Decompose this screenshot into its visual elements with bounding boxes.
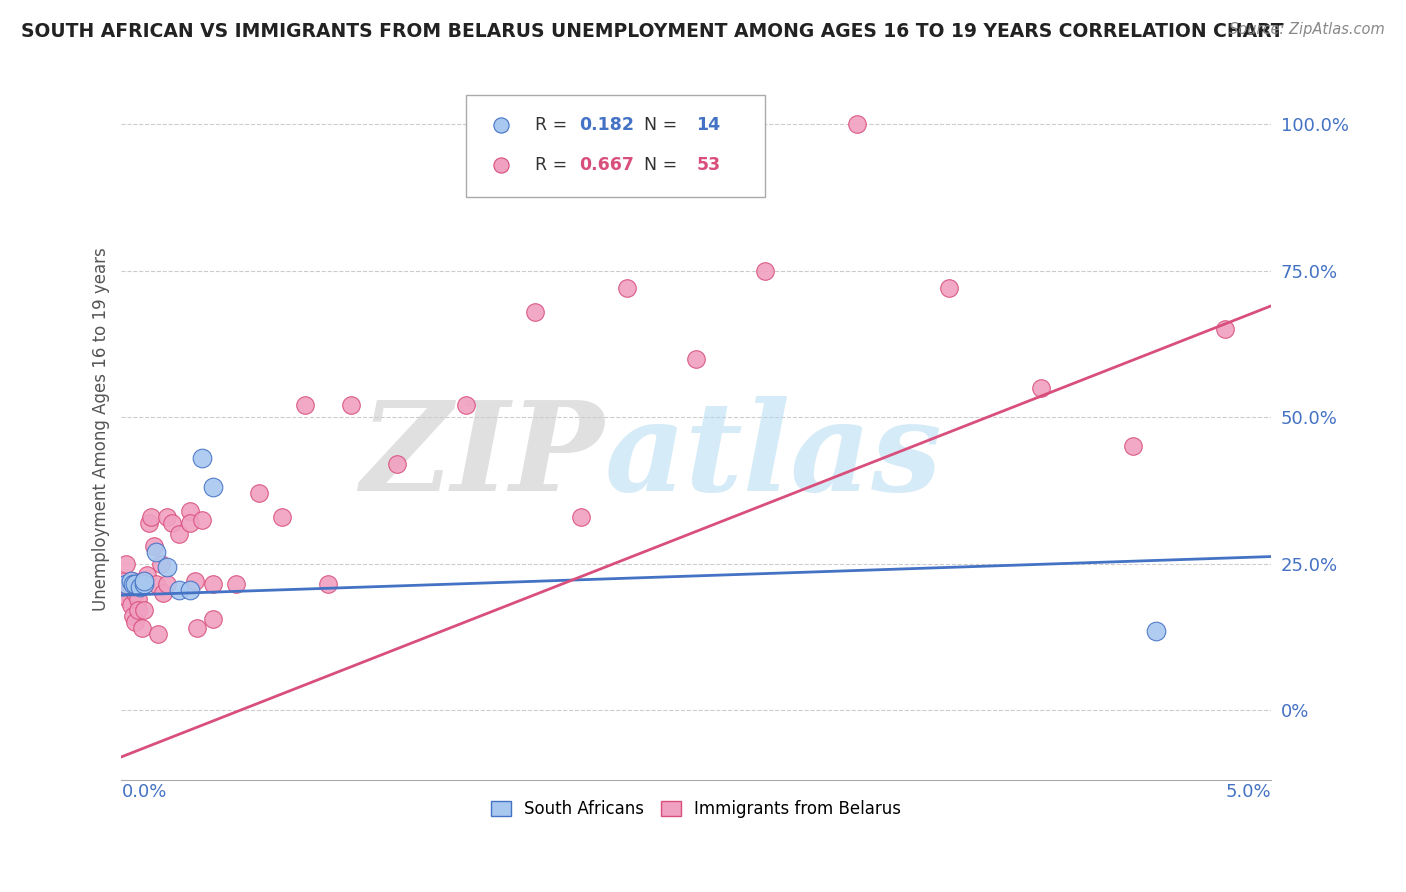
Text: atlas: atlas: [605, 396, 942, 517]
Text: 0.667: 0.667: [579, 156, 634, 174]
Point: [191, 451, 214, 466]
Point: [156, 559, 179, 574]
Point: [148, 627, 170, 641]
Point: [128, 577, 150, 591]
Text: SOUTH AFRICAN VS IMMIGRANTS FROM BELARUS UNEMPLOYMENT AMONG AGES 16 TO 19 YEARS : SOUTH AFRICAN VS IMMIGRANTS FROM BELARUS…: [21, 22, 1284, 41]
Point: [186, 621, 208, 635]
Point: [122, 577, 145, 591]
Point: [524, 304, 547, 318]
Point: [134, 574, 156, 589]
FancyBboxPatch shape: [467, 95, 765, 197]
Point: [616, 281, 638, 295]
Point: [179, 582, 201, 597]
Point: [340, 399, 363, 413]
Point: [387, 457, 409, 471]
Point: [127, 591, 149, 606]
Point: [138, 516, 160, 530]
Point: [115, 577, 138, 591]
Point: [1213, 322, 1236, 336]
Text: N =: N =: [633, 156, 683, 174]
Point: [131, 621, 153, 635]
Point: [160, 516, 183, 530]
Text: R =: R =: [536, 156, 574, 174]
Text: ZIP: ZIP: [360, 396, 605, 517]
Point: [456, 399, 478, 413]
Text: 53: 53: [696, 156, 720, 174]
Text: R =: R =: [536, 116, 574, 134]
Point: [156, 577, 179, 591]
Point: [149, 557, 172, 571]
Point: [142, 539, 165, 553]
Point: [1144, 624, 1167, 638]
Point: [124, 577, 146, 591]
Point: [127, 603, 149, 617]
Point: [120, 580, 142, 594]
Point: [152, 586, 174, 600]
Y-axis label: Unemployment Among Ages 16 to 19 years: Unemployment Among Ages 16 to 19 years: [93, 247, 110, 611]
Point: [117, 586, 139, 600]
Point: [141, 509, 163, 524]
Point: [145, 577, 167, 591]
Point: [128, 580, 150, 594]
Point: [1031, 381, 1053, 395]
Point: [202, 577, 225, 591]
Point: [135, 568, 157, 582]
Text: Source: ZipAtlas.com: Source: ZipAtlas.com: [1229, 22, 1385, 37]
Point: [846, 117, 869, 131]
Text: 5.0%: 5.0%: [1226, 783, 1271, 801]
Point: [294, 399, 316, 413]
Point: [184, 574, 207, 589]
Legend: South Africans, Immigrants from Belarus: South Africans, Immigrants from Belarus: [485, 793, 908, 825]
Point: [115, 557, 138, 571]
Point: [318, 577, 340, 591]
Text: N =: N =: [633, 116, 683, 134]
Point: [124, 586, 146, 600]
Point: [134, 603, 156, 617]
Point: [134, 574, 156, 589]
Point: [569, 509, 592, 524]
Point: [167, 582, 190, 597]
Point: [117, 591, 139, 606]
Point: [124, 615, 146, 629]
Point: [202, 612, 225, 626]
Text: 0.0%: 0.0%: [121, 783, 167, 801]
Point: [191, 513, 214, 527]
Point: [112, 574, 135, 589]
Point: [225, 577, 247, 591]
Point: [202, 480, 225, 494]
Point: [685, 351, 707, 366]
Point: [1122, 439, 1144, 453]
Point: [179, 516, 201, 530]
Point: [271, 509, 294, 524]
Point: [179, 504, 201, 518]
Text: 0.182: 0.182: [579, 116, 634, 134]
Point: [247, 486, 270, 500]
Text: 14: 14: [696, 116, 720, 134]
Point: [156, 509, 179, 524]
Point: [120, 598, 142, 612]
Point: [122, 609, 145, 624]
Point: [754, 264, 776, 278]
Point: [122, 574, 145, 589]
Point: [167, 527, 190, 541]
Point: [120, 574, 142, 589]
Point: [938, 281, 960, 295]
Point: [145, 545, 167, 559]
Point: [134, 577, 156, 591]
